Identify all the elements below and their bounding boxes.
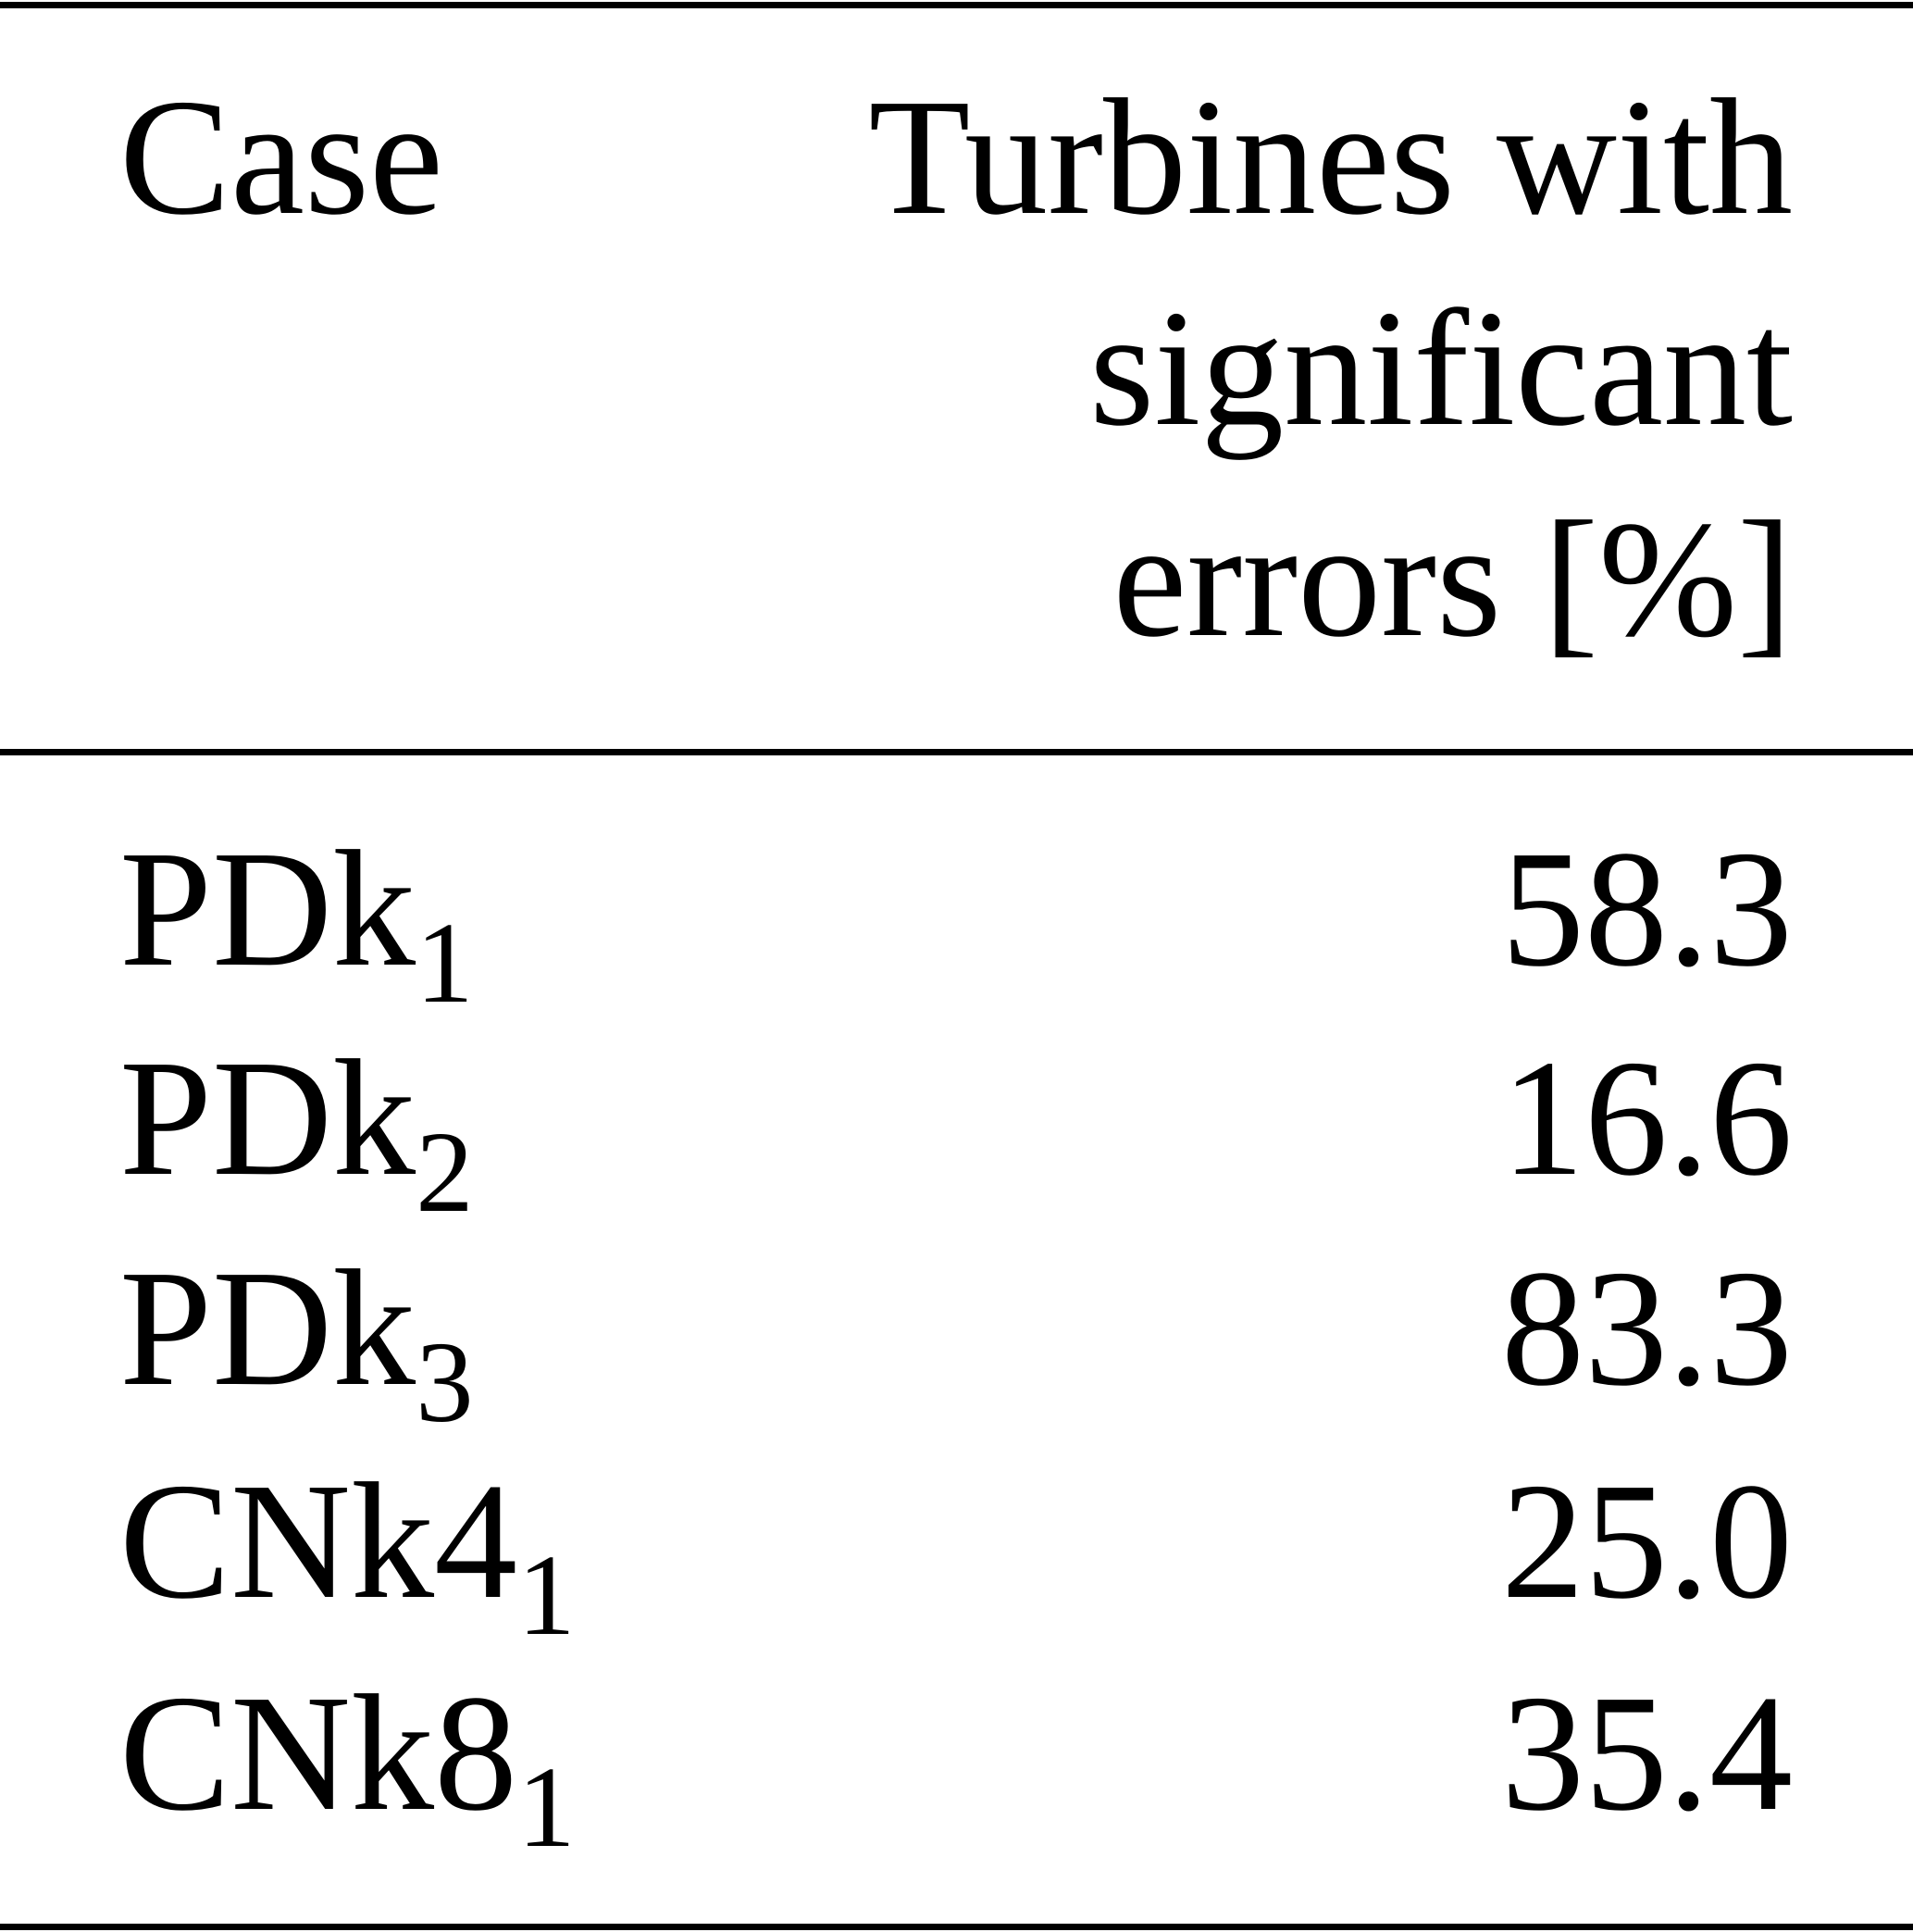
value-cell: 83.3 [1501,1236,1793,1420]
bottom-rule [0,1924,1913,1930]
case-cell: PDk3 [119,1223,474,1452]
case-name: PDk [119,1236,416,1420]
case-subscript: 1 [517,1744,576,1872]
case-name: PDk [119,816,416,1001]
value-cell: 25.0 [1501,1449,1793,1633]
case-subscript: 1 [517,1532,576,1660]
header-case: Case [119,65,443,249]
case-cell: CNk81 [119,1648,576,1876]
value-cell: 58.3 [1501,816,1793,1001]
case-cell: PDk1 [119,804,474,1032]
case-cell: CNk41 [119,1436,576,1664]
case-name: CNk8 [119,1661,518,1845]
value-cell: 35.4 [1501,1661,1793,1845]
case-subscript: 3 [416,1319,474,1447]
top-rule [0,2,1913,8]
header-value: Turbines with significant errors [%] [868,65,1793,671]
value-cell: 16.6 [1501,1026,1793,1210]
case-cell: PDk2 [119,1013,474,1241]
case-name: PDk [119,1026,416,1210]
mid-rule [0,749,1913,755]
case-subscript: 2 [416,1109,474,1237]
case-subscript: 1 [416,900,474,1028]
case-name: CNk4 [119,1449,518,1633]
